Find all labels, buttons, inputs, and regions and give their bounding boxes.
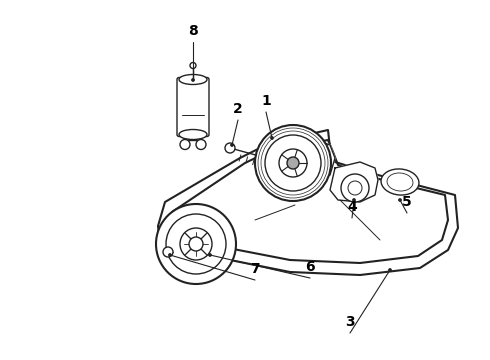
Circle shape	[279, 149, 307, 177]
Polygon shape	[258, 138, 335, 182]
Text: 3: 3	[345, 315, 355, 329]
Circle shape	[209, 253, 212, 256]
Text: 6: 6	[305, 260, 315, 274]
Circle shape	[163, 247, 173, 257]
Circle shape	[352, 198, 356, 202]
Circle shape	[169, 253, 171, 256]
Circle shape	[348, 181, 362, 195]
Circle shape	[265, 135, 321, 191]
Circle shape	[180, 139, 190, 149]
Text: 7: 7	[250, 262, 260, 276]
Circle shape	[180, 228, 212, 260]
Circle shape	[230, 144, 234, 147]
Polygon shape	[330, 162, 378, 202]
Text: 2: 2	[233, 102, 243, 116]
Ellipse shape	[179, 130, 207, 139]
Text: 5: 5	[402, 195, 412, 209]
Ellipse shape	[179, 75, 207, 85]
Text: 8: 8	[188, 24, 198, 38]
Circle shape	[389, 269, 392, 271]
Circle shape	[225, 143, 235, 153]
Circle shape	[190, 63, 196, 68]
FancyBboxPatch shape	[177, 77, 209, 136]
Text: 4: 4	[347, 200, 357, 214]
Ellipse shape	[387, 173, 413, 191]
Circle shape	[270, 136, 273, 139]
Circle shape	[189, 237, 203, 251]
Circle shape	[341, 174, 369, 202]
Ellipse shape	[381, 169, 419, 195]
Circle shape	[398, 198, 401, 202]
Circle shape	[166, 214, 226, 274]
Text: 1: 1	[261, 94, 271, 108]
Circle shape	[192, 78, 195, 81]
Circle shape	[287, 157, 299, 169]
Circle shape	[255, 125, 331, 201]
Circle shape	[196, 139, 206, 149]
Circle shape	[156, 204, 236, 284]
